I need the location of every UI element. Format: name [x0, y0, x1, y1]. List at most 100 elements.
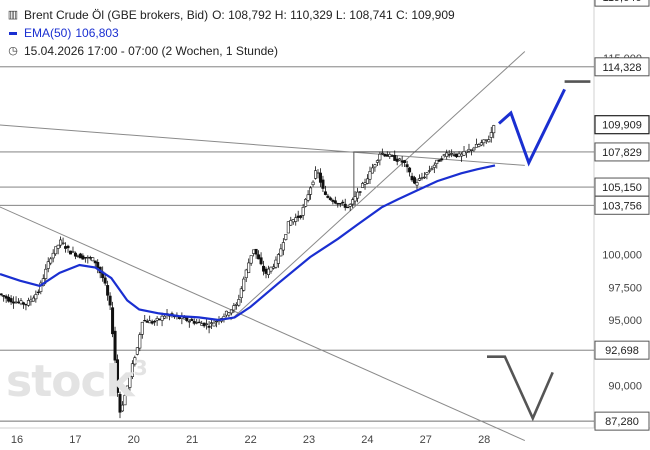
candle-body — [467, 148, 471, 152]
period-text: 15.04.2026 17:00 - 07:00 (2 Wochen, 1 St… — [24, 44, 278, 58]
candle-body — [190, 318, 194, 321]
candle-body — [93, 260, 97, 264]
candle-body — [106, 285, 110, 296]
candle-body — [284, 234, 288, 240]
ema-swatch — [9, 31, 17, 35]
candle-body — [232, 305, 236, 311]
candle-body — [116, 359, 120, 393]
candle-body — [73, 252, 77, 257]
candle-body — [227, 312, 231, 316]
candle-body — [120, 404, 124, 412]
candle-body — [276, 254, 280, 264]
candle-body — [148, 320, 152, 324]
candle-body — [197, 321, 201, 324]
candle-body — [108, 295, 112, 306]
candle-body — [420, 177, 424, 179]
candle-body — [400, 160, 404, 163]
candle-body — [415, 182, 419, 186]
candle-body — [29, 299, 33, 303]
candle-body — [266, 268, 270, 275]
chart-legend: ▥ Brent Crude Öl (GBE brokers, Bid) O: 1… — [6, 6, 455, 60]
candle-body — [61, 242, 65, 245]
candle-body — [464, 150, 468, 153]
candle-body — [271, 266, 275, 269]
candle-body — [299, 215, 303, 218]
x-tick-label: 27 — [420, 434, 432, 446]
candle-body — [46, 261, 50, 269]
candle-body — [452, 154, 456, 156]
x-tick-label: 21 — [186, 434, 198, 446]
candle-body — [215, 320, 219, 323]
price-level-box — [594, 142, 650, 162]
candle-body — [479, 142, 483, 146]
candle-body — [331, 199, 335, 202]
price-level-label: 107,829 — [602, 147, 642, 159]
candle-body — [244, 269, 248, 279]
candle-body — [417, 178, 421, 181]
candle-body — [353, 196, 357, 202]
candle-body — [17, 301, 21, 304]
candle-body — [430, 168, 434, 170]
price-level-box — [594, 340, 650, 360]
candle-body — [385, 154, 389, 157]
candle-body — [489, 132, 493, 138]
candle-body — [378, 153, 382, 161]
candle-body — [155, 318, 159, 321]
price-level-box — [594, 115, 650, 135]
candle-body — [390, 155, 394, 157]
candle-body — [21, 302, 25, 305]
candle-body — [388, 154, 392, 157]
candle-body — [348, 204, 352, 207]
candle-body — [103, 277, 107, 284]
y-tick-label: 95,000 — [608, 315, 642, 327]
x-tick-label: 28 — [478, 434, 490, 446]
candle-body — [56, 244, 60, 249]
candle-body — [336, 203, 340, 205]
candle-body — [78, 253, 82, 259]
candle-body — [316, 172, 320, 174]
price-level-box — [594, 57, 650, 77]
candle-body — [321, 179, 325, 189]
candle-body — [234, 303, 238, 306]
candle-body — [469, 149, 473, 152]
x-tick-label: 22 — [244, 434, 256, 446]
candle-body — [356, 191, 360, 199]
ema50-line — [0, 164, 496, 322]
candle-body — [51, 252, 55, 259]
candle-body — [318, 172, 322, 183]
candle-body — [289, 220, 293, 226]
candle-body — [370, 167, 374, 174]
candle-body — [477, 144, 481, 147]
candle-body — [71, 251, 75, 253]
y-tick-label: 100,000 — [602, 250, 642, 262]
candle-body — [36, 291, 40, 294]
candle-body — [26, 300, 30, 306]
candle-body — [380, 152, 384, 155]
price-level-label: 92,698 — [605, 345, 639, 357]
candle-body — [128, 374, 132, 388]
candle-body — [338, 203, 342, 205]
candle-body — [86, 256, 90, 259]
x-tick-label: 17 — [69, 434, 81, 446]
candle-body — [484, 139, 488, 141]
candle-body — [113, 330, 117, 361]
x-tick-label: 20 — [128, 434, 140, 446]
candle-body — [158, 318, 162, 321]
price-level-label: 114,328 — [603, 62, 642, 74]
candle-body — [163, 315, 167, 319]
trendline — [230, 51, 526, 321]
candle-body — [76, 255, 80, 257]
candle-body — [247, 262, 251, 273]
candle-body — [274, 259, 278, 268]
candle-body — [200, 323, 204, 326]
candle-body — [205, 323, 209, 325]
candle-body — [425, 172, 429, 175]
price-level-box — [594, 411, 650, 431]
candle-body — [341, 201, 345, 204]
candle-body — [343, 203, 347, 208]
candle-body — [432, 164, 436, 168]
candle-body — [31, 297, 35, 302]
ema-value: 106,803 — [75, 26, 119, 40]
candle-body — [143, 319, 147, 322]
candle-body — [482, 139, 486, 144]
